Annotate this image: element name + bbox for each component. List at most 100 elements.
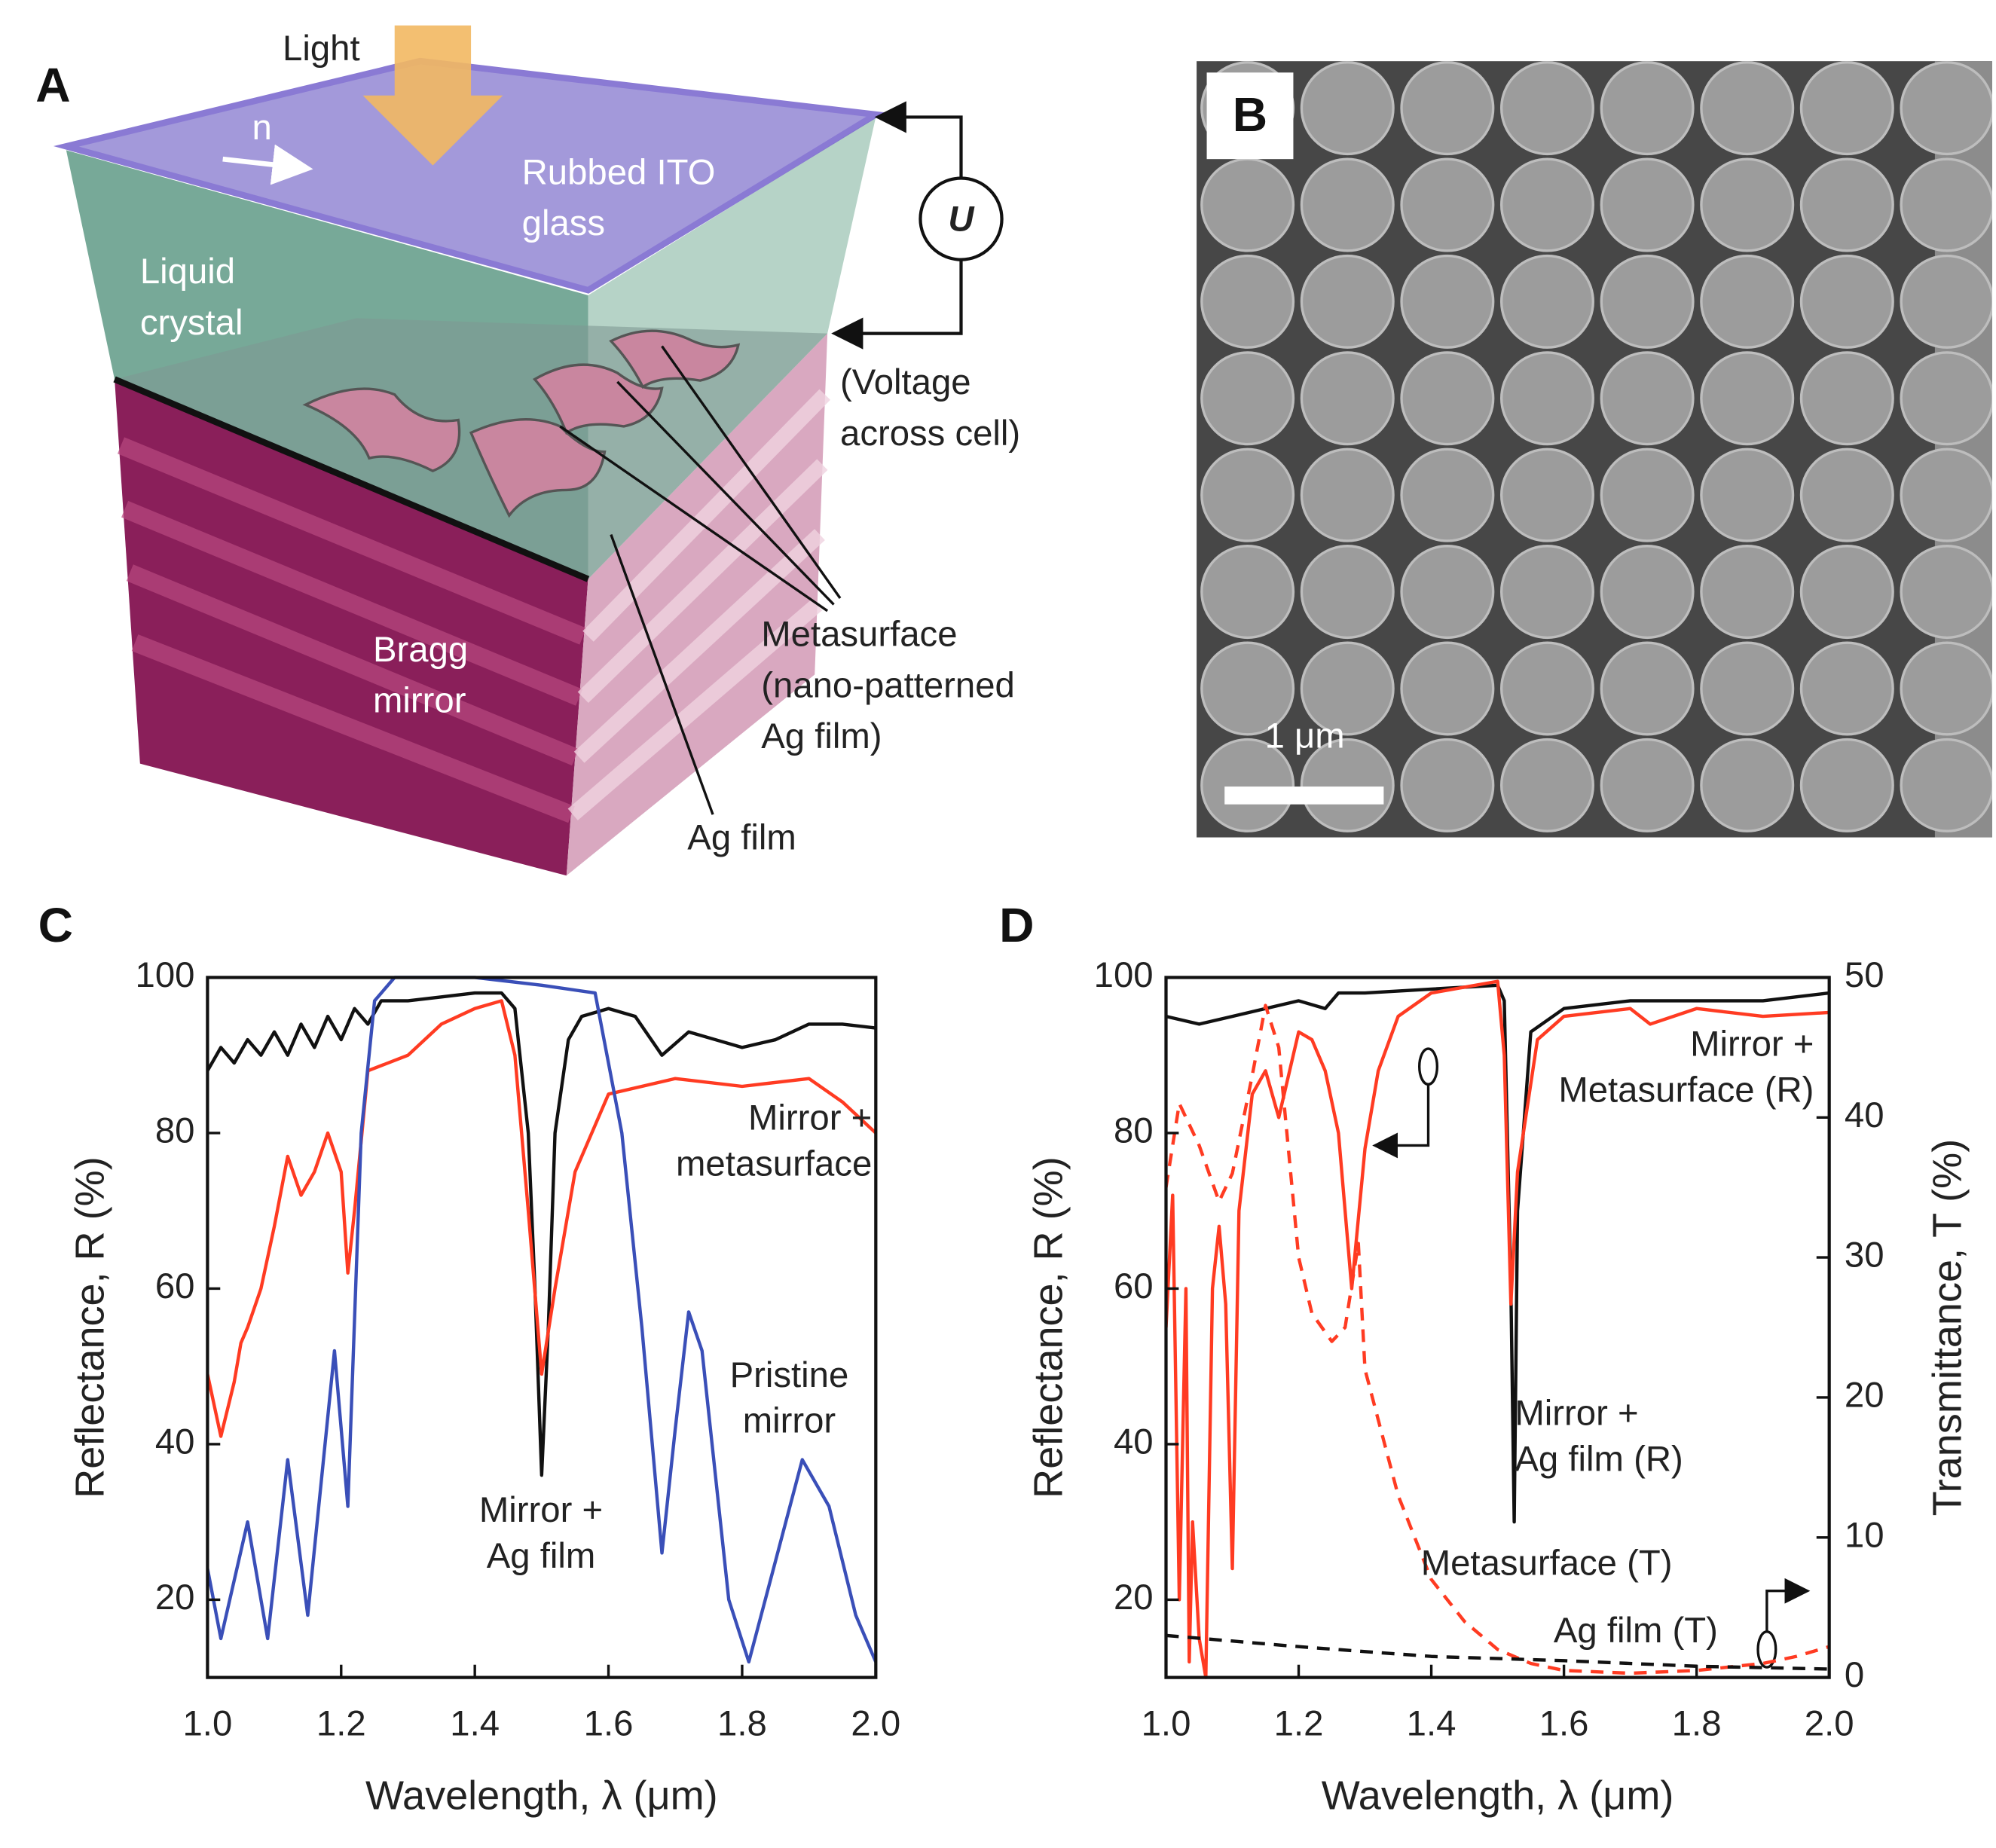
- x-tick-label: 2.0: [1805, 1703, 1854, 1743]
- nanodisk: [1300, 254, 1395, 349]
- nanodisk: [1200, 545, 1295, 640]
- light-arrow: [362, 25, 503, 166]
- bragg-stripes-right: [567, 389, 830, 820]
- y2-tick-label: 20: [1845, 1375, 1884, 1415]
- nanodisk: [1499, 545, 1594, 640]
- panel-label: B: [1233, 87, 1267, 142]
- nanodisk: [1799, 351, 1894, 446]
- nanodisk: [1300, 351, 1395, 446]
- sem-image: [1197, 61, 1992, 838]
- panel-label: D: [999, 898, 1034, 952]
- nanodisk: [1799, 447, 1894, 542]
- nanodisk: [1900, 61, 1992, 156]
- nanodisk: [1400, 351, 1495, 446]
- scale-bar-label: 1 μm: [1265, 716, 1345, 756]
- nanodisk: [1700, 447, 1795, 542]
- x-axis-label: Wavelength, λ (μm): [1322, 1773, 1674, 1818]
- series-label: Metasurface (T): [1421, 1543, 1673, 1583]
- nanodisk: [1900, 447, 1992, 542]
- series-line: [1166, 1633, 1829, 1671]
- series-label: Mirror + Metasurface (R): [1558, 1024, 1814, 1110]
- y2-tick-label: 10: [1845, 1515, 1884, 1555]
- x-tick-label: 2.0: [851, 1703, 900, 1743]
- nanodisk: [1400, 61, 1495, 156]
- nanodisk: [1600, 61, 1695, 156]
- y2-tick-label: 50: [1845, 955, 1884, 995]
- nanodisk: [1300, 738, 1395, 832]
- nanodisk: [1700, 351, 1795, 446]
- nanodisk: [1499, 351, 1594, 446]
- nanodisk: [1200, 351, 1295, 446]
- y-axis-label: Reflectance, R (%): [68, 1156, 113, 1498]
- nanodisk: [1300, 447, 1395, 542]
- series-line: [207, 976, 876, 1664]
- nanodisk: [1600, 545, 1695, 640]
- nanodisk: [1400, 447, 1495, 542]
- panel-label: A: [35, 58, 70, 112]
- x-tick-label: 1.4: [1407, 1703, 1456, 1743]
- pointer-lines: [559, 345, 842, 815]
- nanodisk: [1200, 254, 1295, 349]
- x-tick-label: 1.4: [450, 1703, 500, 1743]
- nanodisk: [1400, 254, 1495, 349]
- ito-label: Rubbed ITO glass: [522, 152, 716, 243]
- y-tick-label: 20: [155, 1578, 195, 1617]
- nanodisk: [1600, 447, 1695, 542]
- nanodisk: [1700, 254, 1795, 349]
- series-line: [1166, 1003, 1829, 1675]
- nanodisk: [1300, 641, 1395, 736]
- metasurface-label: Metasurface (nano-patterned Ag film): [761, 614, 1015, 756]
- metasurface-elements: [302, 329, 741, 518]
- nanodisk: [1700, 61, 1795, 156]
- nanodisk: [1900, 351, 1992, 446]
- nanodisk: [1600, 157, 1695, 252]
- x-tick-label: 1.6: [584, 1703, 634, 1743]
- y-axis-label: Reflectance, R (%): [1026, 1156, 1071, 1498]
- nanodisk: [1799, 545, 1894, 640]
- nanodisk: [1499, 254, 1594, 349]
- series-label: Mirror + Ag film: [479, 1490, 603, 1576]
- nanodisk: [1900, 641, 1992, 736]
- nanodisk: [1200, 738, 1295, 832]
- nanodisk: [1600, 641, 1695, 736]
- nanodisk: [1799, 157, 1894, 252]
- x-tick-label: 1.6: [1539, 1703, 1589, 1743]
- y2-tick-label: 30: [1845, 1236, 1884, 1275]
- nanodisk: [1499, 738, 1594, 832]
- nanodisk: [1499, 157, 1594, 252]
- y-tick-label: 40: [1114, 1422, 1154, 1462]
- bragg-label: Bragg mirror: [373, 629, 468, 720]
- nanodisk: [1400, 157, 1495, 252]
- y-tick-label: 80: [155, 1110, 195, 1150]
- x-tick-label: 1.2: [316, 1703, 366, 1743]
- series-label: Ag film (T): [1554, 1611, 1718, 1651]
- nanodisk: [1799, 254, 1894, 349]
- nanodisk: [1400, 641, 1495, 736]
- x-tick-label: 1.0: [183, 1703, 233, 1743]
- nanodisk: [1900, 254, 1992, 349]
- y2-tick-label: 40: [1845, 1095, 1884, 1135]
- series-line: [207, 991, 876, 1477]
- nanodisk: [1600, 738, 1695, 832]
- plot-frame: [1164, 976, 1831, 1679]
- nanodisk: [1900, 545, 1992, 640]
- voltage-label: (Voltage across cell): [840, 362, 1020, 454]
- lc-label: Liquid crystal: [140, 252, 243, 343]
- x-tick-label: 1.8: [1672, 1703, 1722, 1743]
- nanodisk: [1700, 545, 1795, 640]
- panel-label: C: [38, 898, 73, 952]
- y-tick-label: 100: [1094, 955, 1154, 995]
- n-label: n: [252, 108, 272, 148]
- series-line: [1166, 983, 1829, 1524]
- nanodisk: [1200, 157, 1295, 252]
- nanodisk: [1400, 738, 1495, 832]
- x-tick-label: 1.2: [1274, 1703, 1324, 1743]
- nanodisk: [1799, 61, 1894, 156]
- scale-bar: [1224, 787, 1384, 805]
- nanodisk: [1200, 641, 1295, 736]
- y-tick-label: 20: [1114, 1578, 1154, 1617]
- nanodisk: [1200, 447, 1295, 542]
- light-label: Light: [283, 29, 360, 69]
- voltage-symbol: U: [948, 199, 975, 239]
- nanodisk: [1300, 61, 1395, 156]
